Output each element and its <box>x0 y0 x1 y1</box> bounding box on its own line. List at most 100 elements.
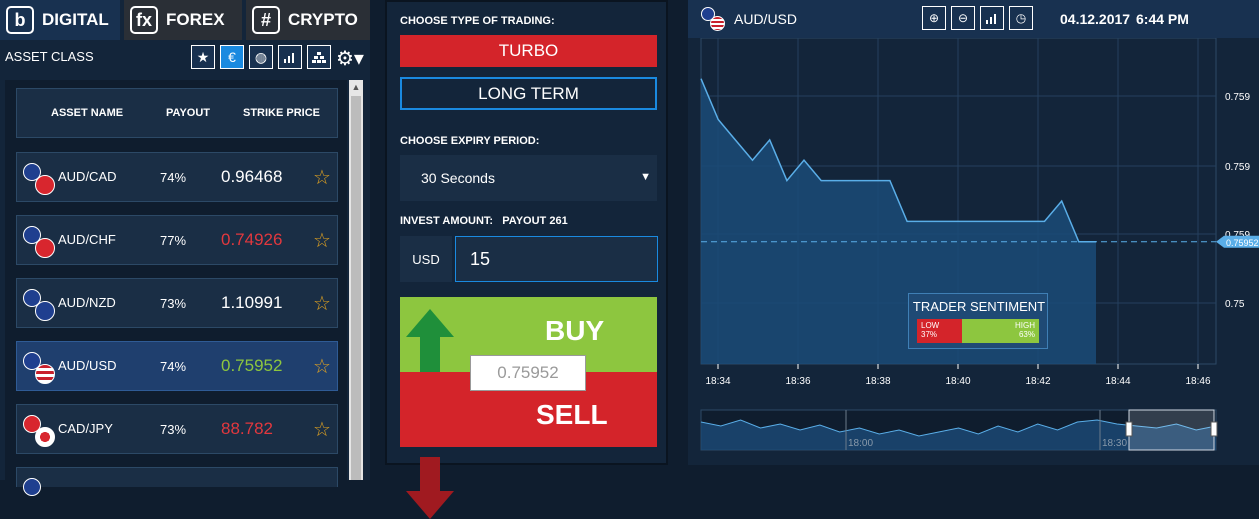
zoom-in-button[interactable]: ⊕ <box>922 6 946 30</box>
globe-icon: ◍ <box>254 48 268 65</box>
asset-row-aud-usd[interactable]: AUD/USD 74% 0.75952 ☆ <box>16 341 338 391</box>
sell-label: SELL <box>536 399 608 430</box>
invest-label: INVEST AMOUNT: <box>400 215 494 227</box>
header-payout: PAYOUT <box>166 107 211 119</box>
zoom-out-icon: ⊖ <box>957 11 969 25</box>
area-fill <box>701 78 1096 364</box>
sentiment-low-pct: 37% <box>921 330 938 339</box>
settings-gear-icon[interactable]: ⚙▾ <box>336 48 364 70</box>
price-chart[interactable]: 18:34 18:36 18:38 18:40 18:42 18:44 18:46 0.759… <box>688 38 1259 465</box>
favorite-star-icon[interactable]: ☆ <box>313 230 331 252</box>
tab-crypto[interactable]: # CRYPTO <box>246 0 370 40</box>
asset-name: AUD/USD <box>58 358 117 373</box>
bar-chart-icon <box>986 14 996 24</box>
y-tick-label: 0.75 <box>1225 299 1245 310</box>
x-tick-label: 18:38 <box>865 376 890 387</box>
invest-amount-label: INVEST AMOUNT: PAYOUT 261 <box>400 215 568 227</box>
scroll-up-icon[interactable]: ▲ <box>351 82 361 92</box>
sentiment-low-label: LOW <box>921 321 940 330</box>
buy-sell-box: BUY SELL 0.75952 <box>400 297 657 519</box>
navigator-area <box>701 420 1216 450</box>
price-tag-label: 0.75952 <box>1226 238 1259 248</box>
y-tick-label: 0.759 <box>1225 230 1250 241</box>
clock-icon: ◷ <box>1015 11 1027 25</box>
aud-nzd-flag-icon <box>23 289 55 321</box>
asset-price: 1.10991 <box>221 293 283 312</box>
tab-label: CRYPTO <box>288 10 358 29</box>
indices-filter-button[interactable]: ◍ <box>249 45 273 69</box>
zoom-in-icon: ⊕ <box>928 11 940 25</box>
chart-time: 6:44 PM <box>1136 11 1189 27</box>
aud-chf-flag-icon <box>23 226 55 258</box>
cad-jpy-flag-icon <box>23 415 55 447</box>
asset-class-label: ASSET CLASS <box>5 49 94 64</box>
asset-name: CAD/JPY <box>58 421 113 436</box>
buy-label: BUY <box>545 315 605 346</box>
asset-name: AUD/NZD <box>58 295 116 310</box>
sentiment-title: TRADER SENTIMENT <box>912 299 1046 314</box>
currency-label: USD <box>400 236 452 282</box>
chart-date: 04.12.2017 <box>1060 11 1131 27</box>
asset-row-partial[interactable] <box>16 467 338 496</box>
favorite-star-icon[interactable]: ☆ <box>313 356 331 378</box>
x-tick-label: 18:46 <box>1185 376 1210 387</box>
navigator-window <box>1128 409 1215 451</box>
tab-label: DIGITAL <box>42 10 109 29</box>
asset-row-aud-cad[interactable]: AUD/CAD 74% 0.96468 ☆ <box>16 152 338 202</box>
price-line <box>700 78 1096 243</box>
asset-price: 0.75952 <box>221 356 283 375</box>
stocks-filter-button[interactable] <box>278 45 302 69</box>
expiry-value: 30 Seconds <box>421 170 495 186</box>
aud-cad-flag-icon <box>23 163 55 195</box>
asset-payout: 73% <box>160 296 187 311</box>
trading-type-label: CHOOSE TYPE OF TRADING: <box>400 15 555 27</box>
header-asset-name: ASSET NAME <box>51 107 124 119</box>
favorite-star-icon[interactable]: ☆ <box>313 419 331 441</box>
chart-header: AUD/USD ⊕ ⊖ ◷ 04.12.2017 6:44 PM <box>688 0 1259 38</box>
price-tag <box>1216 235 1259 248</box>
long-term-button[interactable]: LONG TERM <box>400 77 657 110</box>
header-strike-price: STRIKE PRICE <box>243 107 321 119</box>
asset-list-scrollbar[interactable]: ▲ <box>349 80 363 480</box>
asset-list: ASSET NAME PAYOUT STRIKE PRICE AUD/CAD 7… <box>5 80 347 496</box>
y-tick-label: 0.759 <box>1225 92 1250 103</box>
hash-icon: # <box>252 6 280 34</box>
asset-row-aud-nzd[interactable]: AUD/NZD 73% 1.10991 ☆ <box>16 278 338 328</box>
sentiment-high-pct: 63% <box>1018 330 1035 339</box>
timeframe-button[interactable]: ◷ <box>1009 6 1033 30</box>
asset-payout: 77% <box>160 233 187 248</box>
scroll-thumb[interactable] <box>351 96 361 480</box>
navigator-handle <box>1210 421 1218 437</box>
asset-row-cad-jpy[interactable]: CAD/JPY 73% 88.782 ☆ <box>16 404 338 454</box>
sentiment-high-label: HIGH <box>1015 321 1035 330</box>
flag-icon <box>23 478 55 510</box>
aud-usd-flag-icon <box>701 7 725 31</box>
tab-digital[interactable]: b DIGITAL <box>0 0 120 40</box>
bar-chart-icon <box>284 53 294 63</box>
y-tick-label: 0.759 <box>1225 162 1250 173</box>
tab-forex[interactable]: fx FOREX <box>124 0 242 40</box>
forex-filter-button[interactable]: € <box>220 45 244 69</box>
chart-type-button[interactable] <box>980 6 1004 30</box>
turbo-button[interactable]: TURBO <box>400 35 657 67</box>
asset-row-aud-chf[interactable]: AUD/CHF 77% 0.74926 ☆ <box>16 215 338 265</box>
chart-panel: AUD/USD ⊕ ⊖ ◷ 04.12.2017 6:44 PM Graph T… <box>688 0 1259 465</box>
invest-amount-input[interactable] <box>455 236 658 282</box>
x-tick-label: 18:34 <box>705 376 730 387</box>
dropdown-arrow-icon: ▼ <box>640 171 651 183</box>
asset-table-header: ASSET NAME PAYOUT STRIKE PRICE <box>16 88 338 138</box>
down-arrow-icon <box>406 457 454 519</box>
forex-icon: fx <box>130 6 158 34</box>
zoom-out-button[interactable]: ⊖ <box>951 6 975 30</box>
favorites-filter-button[interactable]: ★ <box>191 45 215 69</box>
aud-usd-flag-icon <box>23 352 55 384</box>
expiry-select[interactable]: 30 Seconds ▼ <box>400 155 657 201</box>
x-tick-label: 18:36 <box>785 376 810 387</box>
chart-pair-label: AUD/USD <box>734 11 798 27</box>
commodities-filter-button[interactable] <box>307 45 331 69</box>
favorite-star-icon[interactable]: ☆ <box>313 293 331 315</box>
star-icon: ★ <box>196 48 210 65</box>
asset-name: AUD/CAD <box>58 169 117 184</box>
favorite-star-icon[interactable]: ☆ <box>313 167 331 189</box>
navigator-handle <box>1125 421 1133 437</box>
